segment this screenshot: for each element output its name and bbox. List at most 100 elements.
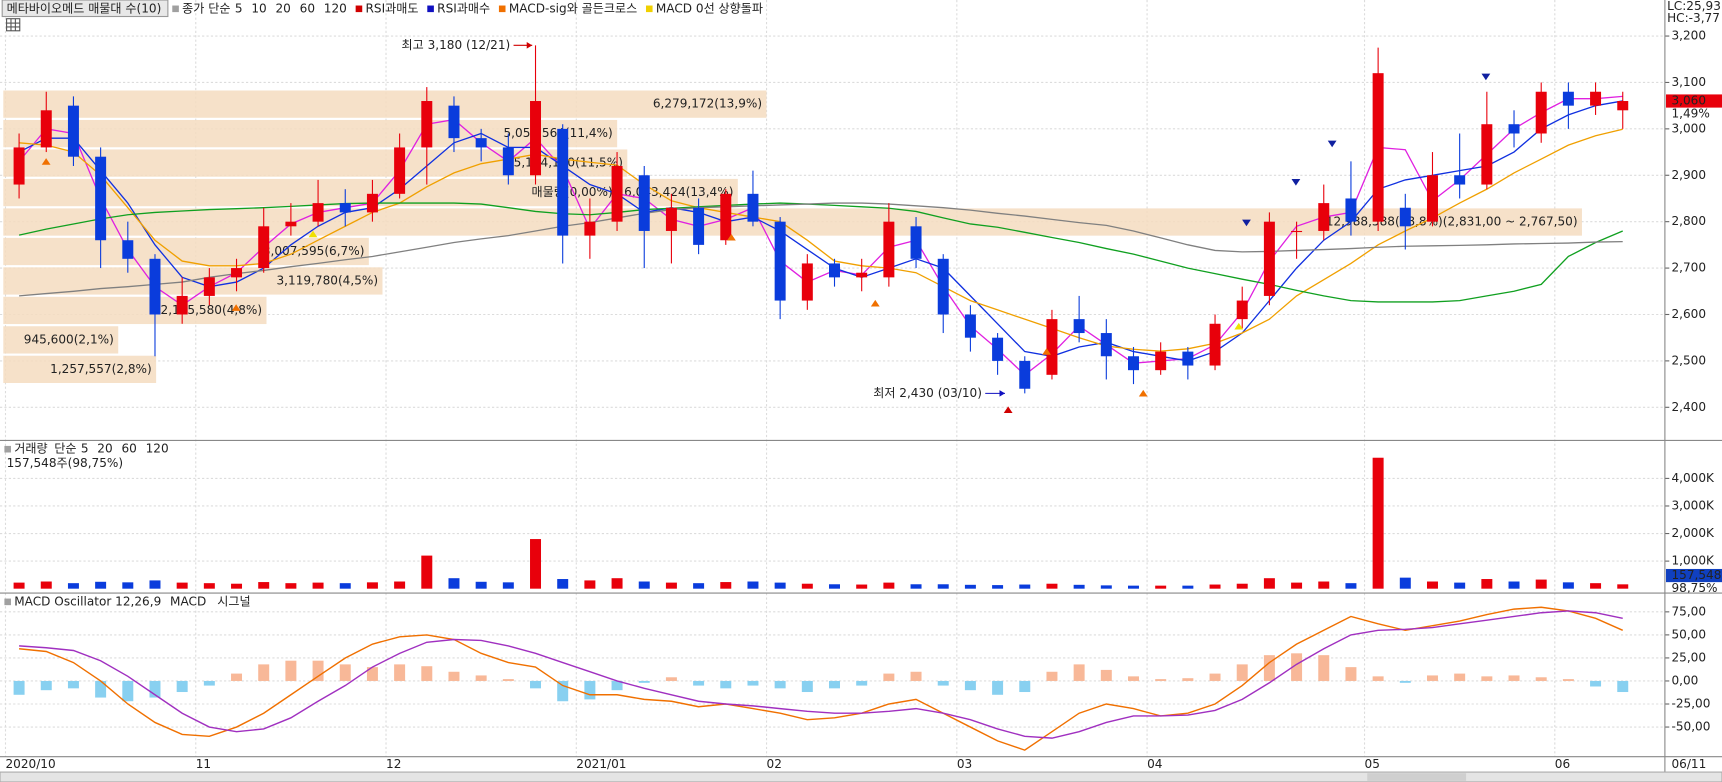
volume-bar [95, 581, 107, 589]
volume-bar [883, 582, 895, 589]
candle-body [1100, 333, 1112, 357]
y-tick-label: 2,000K [1671, 526, 1715, 540]
oscillator-bar [203, 680, 215, 686]
volume-bar [1372, 457, 1384, 589]
legend-label: 120 [146, 442, 169, 456]
candle-body [1182, 351, 1194, 366]
oscillator-bar [937, 680, 949, 686]
x-tick-label: 12 [386, 757, 401, 771]
oscillator-bar [530, 680, 542, 689]
volume-bar [829, 584, 840, 589]
y-tick-label: 2,600 [1671, 307, 1706, 321]
volume-bar [448, 578, 460, 589]
legend-swatch [172, 5, 179, 13]
volume-info: 157,548주(98,75%) [7, 456, 124, 470]
legend-label: 120 [324, 1, 347, 15]
x-tick-label: 05 [1365, 757, 1380, 771]
y-tick-label: 2,500 [1671, 353, 1706, 367]
legend-label: MACD 0선 상향돌파 [656, 1, 763, 15]
last-price-box [1665, 94, 1722, 108]
volume-bar [1236, 583, 1248, 589]
oscillator-bar [67, 680, 79, 689]
oscillator-bar [829, 680, 840, 689]
legend-label: 5 [235, 1, 243, 15]
volume-bar [421, 555, 433, 589]
candle-body [231, 268, 243, 278]
legend-label: 단순 [54, 442, 76, 456]
legend-label: 종가 단순 [182, 1, 230, 15]
candle-body [937, 258, 949, 315]
volume-bar [312, 582, 324, 589]
oscillator-bar [1263, 655, 1275, 681]
grid-icon[interactable] [6, 18, 21, 32]
last-volume-label: 157,548 [1671, 568, 1721, 582]
candle-body [883, 221, 895, 278]
volume-profile-bar [3, 296, 267, 325]
oscillator-bar [1426, 675, 1438, 681]
volume-bar [1046, 583, 1058, 589]
candle-body [421, 101, 433, 148]
oscillator-bar [1155, 679, 1167, 681]
x-tick-label: 11 [196, 757, 211, 771]
y-tick-label: 75,00 [1671, 604, 1706, 618]
oscillator-bar [611, 680, 623, 691]
info-label: HC:-3,77 [1667, 11, 1720, 25]
candle-body [203, 277, 215, 296]
candle-body [1046, 319, 1058, 375]
oscillator-bar [285, 660, 297, 681]
candle-body [1291, 230, 1303, 233]
oscillator-bar [747, 680, 759, 686]
oscillator-bar [1128, 676, 1139, 681]
oscillator-bar [421, 666, 433, 681]
oscillator-bar [1590, 680, 1602, 687]
oscillator-bar [720, 680, 732, 689]
volume-bar [1291, 582, 1303, 589]
moving-average [18, 202, 1623, 303]
volume-profile-bar [3, 237, 369, 266]
volume-bar [774, 582, 786, 589]
volume-profile-label: 12,988,588(28,8%)(2,831,00 ~ 2,767,50) [1326, 215, 1578, 229]
volume-bar [910, 584, 922, 589]
annotation-arrowhead [999, 390, 1006, 397]
last-volume-pct: 98,75% [1671, 581, 1717, 595]
candle-body [992, 337, 1004, 361]
candle-body [801, 263, 813, 301]
volume-bar [231, 583, 243, 589]
legend-label: 60 [121, 442, 136, 456]
candle-body [1128, 356, 1139, 371]
y-tick-label: 2,800 [1671, 214, 1706, 228]
oscillator-bar [231, 673, 243, 681]
volume-profile-label: 3,119,780(4,5%) [276, 273, 378, 287]
low-annotation: 최저 2,430 (03/10) [873, 386, 982, 400]
volume-bar [13, 582, 25, 589]
oscillator-bar [883, 673, 895, 681]
y-tick-label: 1,000K [1671, 554, 1715, 568]
volume-profile-label: 945,600(2,1%) [24, 332, 114, 346]
candle-body [394, 147, 406, 194]
oscillator-bar [584, 680, 596, 700]
volume-bar [176, 582, 188, 589]
y-tick-label: 3,200 [1671, 29, 1706, 43]
oscillator-bar [1182, 678, 1194, 681]
legend-label: RSI과매수 [437, 1, 490, 15]
volume-bar [584, 580, 596, 589]
moving-average [19, 202, 1623, 297]
candle-body [122, 240, 134, 259]
legend-swatch [427, 5, 434, 13]
legend-swatch [4, 598, 11, 606]
candle-body [1426, 175, 1438, 222]
candle-body [67, 105, 79, 157]
volume-profile-bar [3, 149, 628, 177]
last-price-label: 3,060 [1671, 94, 1706, 108]
volume-bar [801, 583, 813, 589]
oscillator-bar [40, 680, 52, 691]
candle-body [176, 295, 188, 315]
scroll-thumb[interactable] [1367, 773, 1467, 781]
candle-body [40, 110, 52, 148]
last-volume-box [1665, 568, 1722, 583]
volume-bar [1508, 581, 1520, 589]
legend-label: 시그널 [217, 594, 250, 608]
volume-bar [747, 581, 759, 589]
candle-body [910, 226, 922, 259]
volume-bar [1128, 585, 1139, 589]
